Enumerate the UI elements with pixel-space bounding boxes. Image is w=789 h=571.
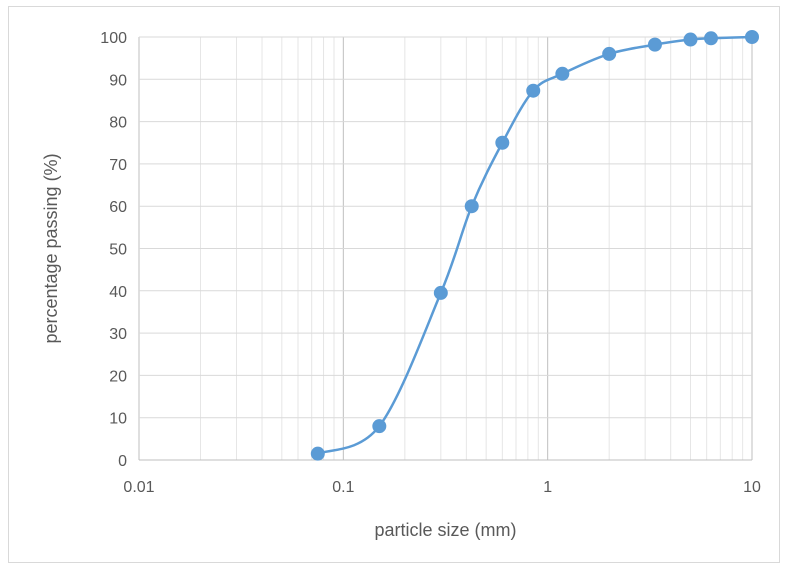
data-point [555, 66, 570, 81]
y-tick-label: 80 [109, 115, 127, 132]
series-line [317, 35, 753, 455]
series-group [310, 30, 759, 461]
x-tick-label: 0.1 [332, 479, 354, 496]
tick-labels: 0 10 20 30 40 50 60 70 80 90 100 0.01 0.1 1 10 [100, 30, 761, 496]
y-tick-label: 100 [100, 30, 127, 47]
data-point [464, 199, 479, 214]
data-point [433, 285, 448, 300]
chart-frame: 0 10 20 30 40 50 60 70 80 90 100 0.01 0.1 1 10 particl… [8, 6, 780, 563]
y-tick-label: 40 [109, 284, 127, 301]
x-tick-label: 1 [543, 479, 552, 496]
x-tick-label: 10 [743, 479, 761, 496]
y-tick-label: 90 [109, 72, 127, 89]
major-gridlines [138, 36, 753, 461]
data-point [602, 46, 617, 61]
y-tick-label: 60 [109, 199, 127, 216]
y-tick-label: 70 [109, 157, 127, 174]
x-axis-title: particle size (mm) [374, 520, 516, 540]
y-tick-label: 0 [118, 453, 127, 470]
y-tick-label: 50 [109, 242, 127, 259]
data-point [703, 31, 718, 46]
data-point [310, 446, 325, 461]
y-axis-title: percentage passing (%) [41, 153, 61, 343]
data-point [372, 419, 387, 434]
y-tick-label: 10 [109, 411, 127, 428]
y-tick-label: 20 [109, 368, 127, 385]
data-point [745, 30, 759, 44]
data-point [495, 135, 510, 150]
data-point [647, 37, 662, 52]
particle-size-chart: 0 10 20 30 40 50 60 70 80 90 100 0.01 0.1 1 10 particl… [41, 30, 761, 540]
data-point [683, 32, 698, 47]
y-tick-label: 30 [109, 326, 127, 343]
data-point [526, 83, 541, 98]
x-tick-label: 0.01 [123, 479, 154, 496]
